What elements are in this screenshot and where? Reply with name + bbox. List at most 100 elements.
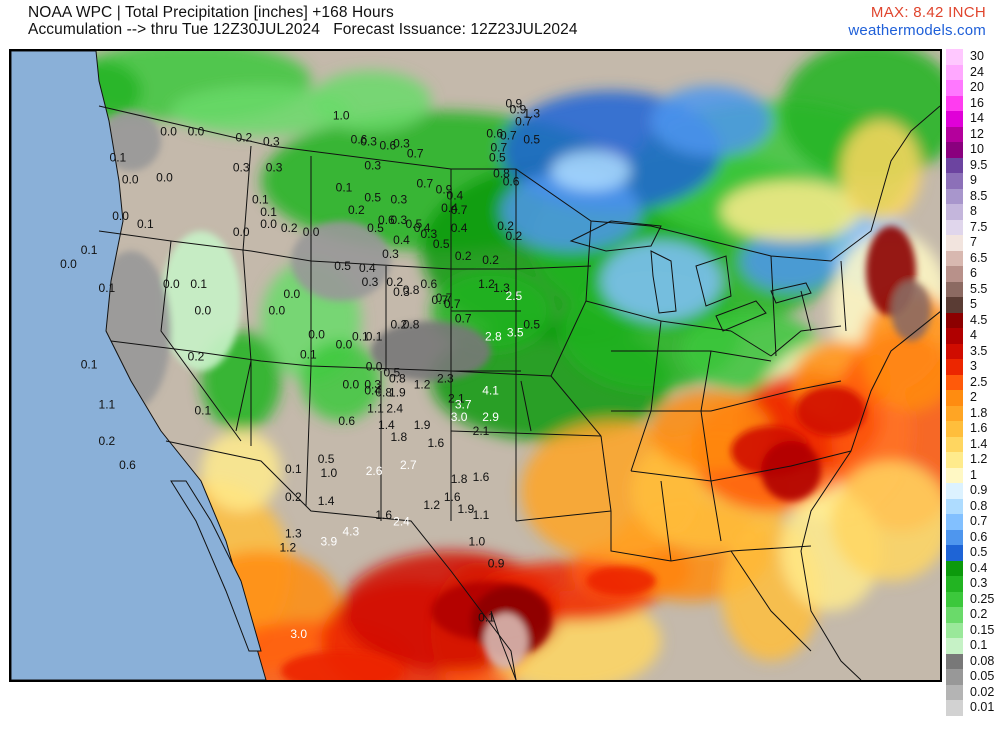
point-value-label: 0.5	[433, 237, 450, 251]
legend-item: 7.5	[946, 219, 996, 235]
legend-swatch	[946, 142, 963, 158]
point-value-label: 0.3	[233, 161, 250, 175]
legend-label: 0.4	[970, 560, 988, 575]
legend-label: 1.4	[970, 436, 988, 451]
legend-item: 0.3	[946, 576, 996, 592]
point-value-label: 4.1	[482, 384, 499, 398]
point-value-label: 0.8	[403, 317, 420, 331]
precip-core	[586, 566, 656, 596]
legend-swatch	[946, 390, 963, 406]
point-value-label: 1.6	[444, 490, 461, 504]
legend-swatch	[946, 607, 963, 623]
point-value-label: 0.1	[260, 205, 277, 219]
point-value-label: 3.9	[321, 534, 338, 548]
boundary-line	[550, 300, 587, 377]
legend-item: 5	[946, 297, 996, 313]
point-value-label: 2.5	[506, 289, 523, 303]
legend-item: 6.5	[946, 250, 996, 266]
point-value-label: 1.1	[473, 508, 490, 522]
legend-item: 0.4	[946, 560, 996, 576]
legend-item: 1	[946, 467, 996, 483]
legend-swatch	[946, 204, 963, 220]
point-value-label: 0.7	[416, 177, 433, 191]
great-lake-outline	[770, 282, 812, 304]
legend-swatch	[946, 700, 963, 716]
point-value-label: 0.6	[486, 126, 503, 140]
legend-label: 1.2	[970, 452, 988, 466]
max-value-label: MAX: 8.42 INCH	[870, 4, 986, 21]
point-value-label: 0.0	[194, 303, 211, 317]
legend-swatch	[946, 467, 963, 483]
point-value-label: 0.4	[393, 233, 410, 247]
legend-item: 0.25	[946, 591, 996, 607]
legend-swatch	[946, 591, 963, 607]
point-value-label: 0.0	[60, 257, 77, 271]
legend-label: 0.05	[970, 669, 995, 683]
legend-label: 10	[970, 142, 984, 156]
great-lake-outline	[569, 220, 662, 252]
legend-swatch	[946, 281, 963, 297]
point-value-label: 1.6	[375, 508, 392, 522]
precipitation-map[interactable]: 0.0 0.0 0.1 0.0 0.0 0.0 0.1 0.1 0.0 0.1 0.0 0.1 0.0 0…	[9, 49, 942, 682]
legend-label: 9.5	[970, 157, 988, 172]
point-value-label: 2.3	[437, 372, 454, 386]
point-value-label: 0.7	[432, 293, 449, 307]
point-value-label: 0.0	[188, 124, 205, 138]
point-value-label: 0.7	[490, 141, 507, 155]
point-value-label: 0.0	[260, 217, 277, 231]
point-value-label: 0.6	[119, 458, 136, 472]
point-value-label: 0.1	[366, 329, 383, 343]
point-value-label: 0.3	[393, 285, 410, 299]
legend-label: 9	[970, 173, 977, 187]
boundary-line	[515, 265, 592, 270]
boundary-line	[98, 230, 516, 270]
point-value-label: 1.9	[389, 386, 406, 400]
map-title: NOAA WPC | Total Precipitation [inches] …	[28, 4, 394, 21]
point-value-label: 0.1	[110, 151, 127, 165]
point-value-label: 0.3	[382, 247, 399, 261]
legend-swatch	[946, 219, 963, 235]
legend-swatch	[946, 545, 963, 561]
point-value-label: 0.5	[405, 217, 422, 231]
great-lake-outline	[715, 300, 767, 332]
boundary-line	[800, 290, 812, 332]
point-value-label: 0.0	[366, 360, 383, 374]
point-value-label: 0.3	[360, 135, 377, 149]
point-value-label: 0.0	[156, 171, 173, 185]
legend-item: 1.4	[946, 436, 996, 452]
point-value-label: 3.0	[451, 410, 468, 424]
boundary-line	[770, 255, 777, 357]
point-value-label: 0.1	[336, 181, 353, 195]
point-value-label: 0.4	[414, 221, 431, 235]
point-value-label: 1.2	[478, 277, 495, 291]
legend-label: 4.5	[970, 312, 988, 327]
point-value-label: 0.2	[497, 219, 514, 233]
precip-core	[796, 386, 866, 436]
point-value-label: 1.2	[279, 540, 296, 554]
legend-item: 0.01	[946, 700, 996, 716]
point-value-label: 0.2	[281, 221, 298, 235]
legend-item: 5.5	[946, 281, 996, 297]
point-value-label: 0.4	[447, 189, 464, 203]
legend-label: 0.08	[970, 653, 995, 668]
credit-link[interactable]: weathermodels.com	[848, 22, 986, 39]
point-value-label: 0.3	[390, 193, 407, 207]
legend-swatch	[946, 653, 963, 669]
legend-swatch	[946, 312, 963, 328]
legend-item: 8	[946, 204, 996, 220]
point-value-label: 1.1	[99, 398, 116, 412]
point-value-label: 3.7	[455, 398, 472, 412]
point-value-label: 0.2	[506, 229, 523, 243]
boundary-line	[242, 145, 252, 252]
point-value-label: 2.1	[473, 424, 490, 438]
point-value-label: 0.0	[160, 124, 177, 138]
point-value-label: 1.4	[378, 418, 395, 432]
point-value-label: 0.6	[351, 132, 368, 146]
legend-swatch	[946, 343, 963, 359]
legend-label: 0.25	[970, 591, 995, 606]
point-value-label: 0.7	[455, 311, 472, 325]
legend-item: 0.15	[946, 622, 996, 638]
point-value-label: 0.9	[510, 102, 527, 116]
boundary-line	[110, 340, 521, 372]
point-value-label: 0.0	[303, 225, 320, 239]
